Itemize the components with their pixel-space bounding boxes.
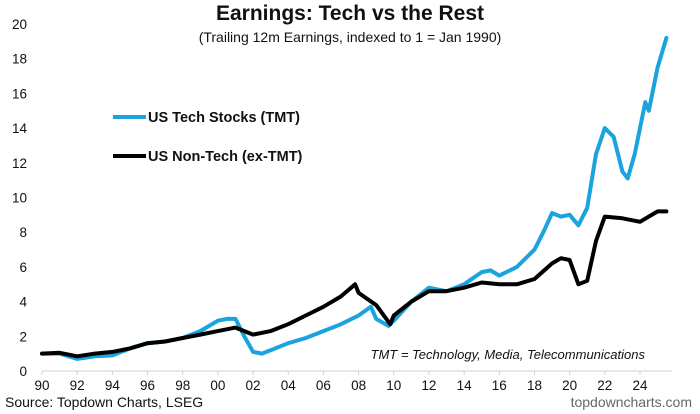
y-tick-label: 16 <box>12 86 27 101</box>
x-tick-label: 08 <box>351 378 366 393</box>
legend-label-nontech: US Non-Tech (ex-TMT) <box>148 149 303 165</box>
x-tick-label: 00 <box>210 378 225 393</box>
x-tick-label: 94 <box>105 378 121 393</box>
y-tick-label: 14 <box>12 121 28 136</box>
x-tick-label: 20 <box>562 378 577 393</box>
y-tick-label: 10 <box>12 191 27 206</box>
chart-title: Earnings: Tech vs the Rest <box>215 2 485 25</box>
y-tick-label: 6 <box>19 260 27 275</box>
y-tick-label: 4 <box>19 295 27 310</box>
x-tick-label: 98 <box>175 378 190 393</box>
x-tick-label: 22 <box>597 378 612 393</box>
source-note: Source: Topdown Charts, LSEG <box>5 394 204 410</box>
x-tick-label: 04 <box>281 378 297 393</box>
brand-watermark: topdowncharts.com <box>570 394 692 410</box>
x-tick-label: 90 <box>34 378 49 393</box>
chart-subtitle: (Trailing 12m Earnings, indexed to 1 = J… <box>198 29 502 45</box>
x-tick-label: 14 <box>457 378 473 393</box>
x-tick-label: 24 <box>632 378 648 393</box>
y-tick-label: 8 <box>19 225 27 240</box>
x-tick-label: 06 <box>316 378 331 393</box>
x-tick-label: 02 <box>246 378 261 393</box>
nontech-series-line <box>40 209 669 359</box>
annotation-note: TMT = Technology, Media, Telecommunicati… <box>371 347 646 362</box>
legend-label-tech: US Tech Stocks (TMT) <box>148 110 300 126</box>
x-tick-label: 16 <box>492 378 507 393</box>
x-tick-label: 12 <box>421 378 436 393</box>
x-tick-label: 18 <box>527 378 542 393</box>
y-tick-label: 2 <box>19 329 27 344</box>
y-tick-label: 12 <box>12 156 27 171</box>
x-tick-label: 92 <box>70 378 85 393</box>
y-tick-label: 18 <box>12 52 27 67</box>
x-tick-label: 10 <box>386 378 401 393</box>
y-tick-label: 20 <box>12 17 27 32</box>
x-tick-label: 96 <box>140 378 155 393</box>
y-tick-label: 0 <box>19 364 27 379</box>
tech-series-line <box>40 35 669 361</box>
